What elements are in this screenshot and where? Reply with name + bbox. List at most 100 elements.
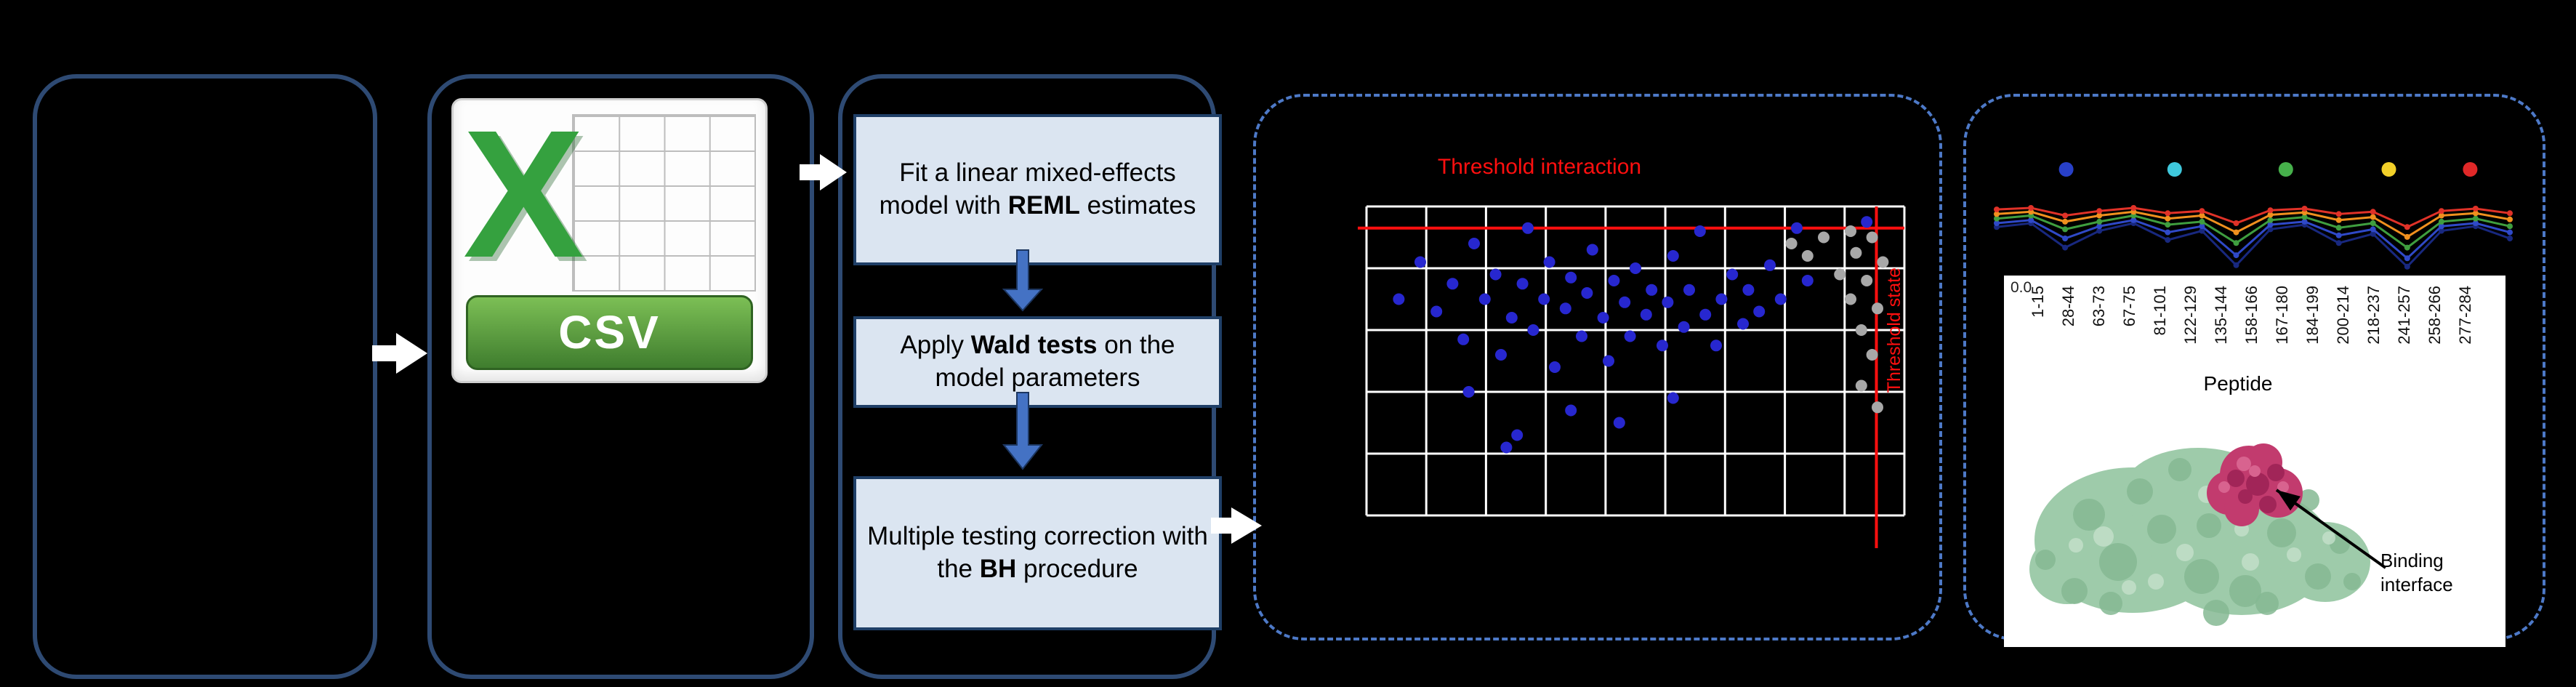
uptake-point: [2267, 207, 2274, 214]
volcano-point: [1430, 305, 1443, 318]
peptide-tick-label: 258-266: [2426, 286, 2444, 345]
peptide-axis-labels: 1-15 28-44 63-73 67-75 81-101 122-129 135-144 1…: [2004, 283, 2505, 366]
timepoint-legend-dot: [2463, 162, 2478, 177]
volcano-point: [1527, 324, 1539, 336]
uptake-point: [2335, 225, 2342, 231]
volcano-point: [1414, 256, 1426, 268]
peptide-tick-label: 184-199: [2303, 286, 2322, 345]
uptake-point: [2233, 240, 2239, 246]
uptake-point: [2096, 212, 2103, 219]
timepoint-legend-dot: [2167, 162, 2182, 177]
uptake-point: [2028, 205, 2034, 211]
volcano-point: [1581, 287, 1593, 299]
uptake-point: [2267, 226, 2274, 233]
volcano-point: [1861, 275, 1873, 286]
volcano-plot: [1358, 205, 1906, 548]
volcano-point: [1608, 275, 1620, 286]
uptake-point: [2472, 220, 2479, 226]
uptake-point: [2233, 252, 2239, 259]
volcano-point: [1619, 296, 1631, 308]
uptake-line: [1996, 219, 2511, 260]
volcano-point: [1495, 349, 1507, 361]
threshold-state-label: Threshold state: [1884, 268, 1904, 393]
step-text: Multiple testing correction with the BH …: [865, 521, 1210, 586]
uptake-point: [1994, 206, 2000, 213]
step-wald-tests: Apply Wald tests on the model parameters: [853, 316, 1222, 408]
volcano-point: [1818, 231, 1830, 244]
uptake-point: [2062, 226, 2069, 233]
uptake-point: [2165, 237, 2171, 244]
uptake-point: [2507, 229, 2513, 236]
volcano-point: [1667, 392, 1679, 404]
spreadsheet-grid-icon: [572, 114, 756, 292]
uptake-point: [2165, 229, 2171, 236]
volcano-point: [1565, 271, 1577, 284]
uptake-point: [2335, 232, 2342, 238]
volcano-point: [1393, 293, 1405, 305]
volcano-point: [1662, 296, 1674, 308]
volcano-point: [1500, 441, 1513, 454]
uptake-point: [2507, 223, 2513, 230]
protein-structure: [2029, 443, 2370, 626]
uptake-point: [2096, 208, 2103, 214]
volcano-point: [1630, 262, 1641, 274]
volcano-point: [1834, 268, 1846, 281]
uptake-point: [2062, 212, 2069, 219]
csv-file-icon: X CSV: [451, 92, 768, 383]
volcano-point: [1801, 250, 1814, 262]
volcano-point: [1764, 259, 1776, 271]
uptake-point: [2233, 262, 2239, 268]
volcano-point: [1715, 293, 1728, 305]
step-text-post: on the model parameters: [935, 331, 1175, 392]
volcano-point: [1866, 231, 1878, 244]
uptake-point: [1994, 220, 2000, 226]
peptide-tick-label: 28-44: [2059, 286, 2077, 327]
peptide-tick-label: 81-101: [2151, 286, 2169, 336]
volcano-point: [1478, 293, 1491, 305]
volcano-point: [1667, 250, 1679, 262]
uptake-point: [2130, 205, 2137, 211]
uptake-point: [2062, 236, 2069, 241]
volcano-point: [1872, 401, 1883, 414]
uptake-point: [2370, 226, 2376, 233]
uptake-panel: 0.0 1-15 28-44 63-73 67-75 81-101 122-129 135-…: [1963, 94, 2545, 647]
uptake-point: [1994, 215, 2000, 222]
peptide-panel: 0.0 1-15 28-44 63-73 67-75 81-101 122-129 135-…: [2004, 276, 2505, 647]
excel-x-logo: X: [462, 92, 584, 295]
uptake-point: [2404, 244, 2410, 251]
peptide-tick-label: 1-15: [2029, 286, 2047, 318]
uptake-point: [2370, 209, 2376, 215]
peptide-tick-label: 135-144: [2212, 286, 2230, 345]
step-fit-model: Fit a linear mixed-effects model with RE…: [853, 114, 1222, 265]
uptake-point: [2233, 229, 2239, 236]
volcano-point: [1737, 318, 1749, 330]
volcano-point: [1801, 275, 1814, 286]
volcano-point: [1565, 404, 1577, 417]
uptake-point: [2438, 223, 2444, 230]
volcano-point: [1742, 284, 1755, 296]
uptake-point: [2199, 223, 2205, 230]
uptake-line: [1996, 222, 2511, 268]
volcano-point: [1613, 417, 1625, 429]
volcano-point: [1699, 308, 1712, 321]
uptake-point: [2404, 233, 2410, 240]
uptake-point: [2301, 214, 2308, 220]
flow-arrow-input-to-csv: [372, 333, 427, 374]
volcano-point: [1549, 361, 1561, 373]
uptake-point: [2199, 208, 2205, 214]
step-text-pre: Fit a linear mixed-effects model with: [879, 158, 1176, 220]
step-text-bold: REML: [1007, 191, 1080, 220]
volcano-point: [1576, 330, 1587, 342]
volcano-point: [1683, 284, 1695, 296]
uptake-point: [2233, 220, 2239, 226]
uptake-point: [2507, 236, 2513, 241]
uptake-line: [1996, 210, 2511, 238]
uptake-point: [2438, 228, 2444, 234]
uptake-point: [2199, 228, 2205, 234]
uptake-point: [2370, 220, 2376, 226]
peptide-tick-label: 241-257: [2395, 286, 2413, 345]
uptake-point: [2404, 263, 2410, 270]
uptake-point: [2438, 218, 2444, 225]
step-text-post: procedure: [1016, 555, 1138, 583]
volcano-point: [1559, 302, 1571, 315]
